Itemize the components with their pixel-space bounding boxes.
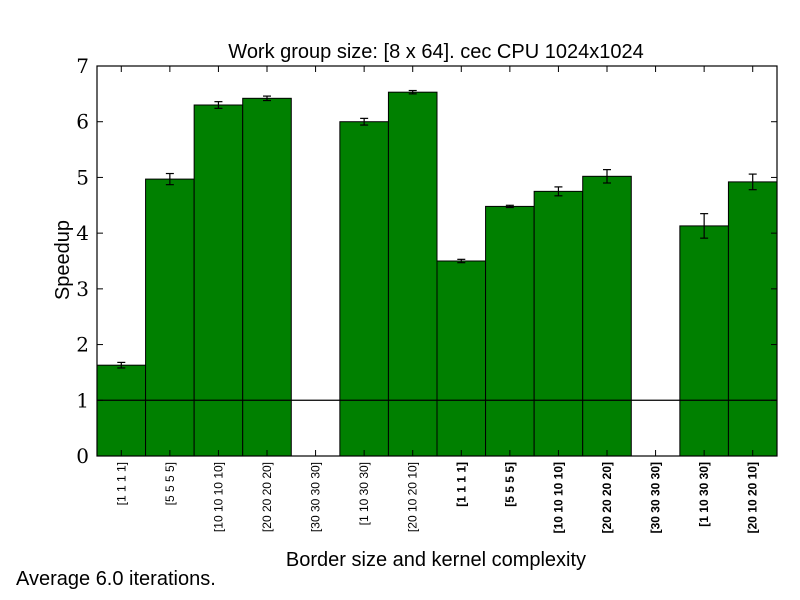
x-tick-label-3: [10 10 10 10]: [211, 462, 225, 532]
error-bar-7: [408, 89, 417, 95]
error-bars-layer: [117, 89, 757, 369]
error-bar-10: [554, 186, 563, 197]
y-tick-label-0: 0: [76, 444, 89, 468]
y-axis-label: Speedup: [52, 220, 74, 300]
x-tick-label-9: [5 5 5 5]: [503, 462, 517, 507]
x-tick-label-12: [30 30 30 30]: [649, 462, 663, 533]
x-tick-label-6: [1 10 30 30]: [357, 462, 371, 525]
error-bar-9: [505, 204, 514, 209]
bar-1: [96, 364, 147, 457]
error-bar-6: [360, 117, 369, 126]
x-tick-label-13: [1 10 30 30]: [697, 462, 711, 527]
y-tick-label-2: 2: [76, 333, 89, 357]
x-tick-label-7: [20 10 20 10]: [406, 462, 420, 532]
bar-7: [387, 91, 438, 457]
x-tick-label-10: [10 10 10 10]: [551, 462, 565, 533]
x-axis-ticks: [1 1 1 1] [5 5 5 5] [10 10 10 10] [20 20 20…: [114, 66, 760, 533]
error-bar-14: [748, 173, 757, 191]
bar-14: [727, 181, 778, 457]
bar-2: [145, 178, 195, 457]
bar-3: [193, 104, 244, 457]
error-bar-11: [603, 169, 611, 184]
bar-10: [533, 190, 584, 457]
x-tick-label-8: [1 1 1 1]: [454, 462, 468, 507]
x-axis-label: Border size and kernel complexity: [286, 549, 586, 571]
bar-13: [679, 225, 729, 457]
footer-caption: Average 6.0 iterations.: [16, 568, 216, 590]
y-tick-label-1: 1: [76, 388, 89, 412]
x-tick-label-1: [1 1 1 1]: [114, 462, 128, 505]
x-tick-label-14: [20 10 20 10]: [746, 462, 760, 533]
bar-4: [242, 97, 292, 457]
x-tick-label-11: [20 20 20 20]: [600, 462, 614, 533]
y-axis-ticks: 0 1 2 3 4 5 6 7: [76, 54, 777, 468]
error-bar-1: [117, 361, 126, 369]
bar-9: [485, 205, 535, 457]
x-tick-label-5: [30 30 30 30]: [309, 462, 323, 532]
x-tick-label-4: [20 20 20 20]: [260, 462, 274, 532]
error-bar-13: [700, 213, 709, 239]
plot-frame: [96, 65, 778, 457]
error-bar-4: [263, 95, 271, 102]
bar-6: [339, 121, 389, 457]
y-tick-label-3: 3: [76, 277, 89, 301]
bars-layer: [96, 91, 778, 457]
x-tick-label-2: [5 5 5 5]: [163, 462, 177, 505]
y-tick-label-7: 7: [76, 54, 89, 78]
error-bar-8: [457, 258, 466, 264]
bar-11: [582, 175, 632, 457]
y-tick-label-5: 5: [76, 165, 89, 189]
error-bar-2: [165, 172, 174, 186]
bar-8: [436, 260, 487, 457]
error-bar-3: [214, 101, 223, 109]
chart-title: Work group size: [8 x 64]. cec CPU 1024x…: [228, 41, 643, 63]
y-tick-label-4: 4: [76, 221, 89, 245]
y-tick-label-6: 6: [76, 110, 89, 134]
